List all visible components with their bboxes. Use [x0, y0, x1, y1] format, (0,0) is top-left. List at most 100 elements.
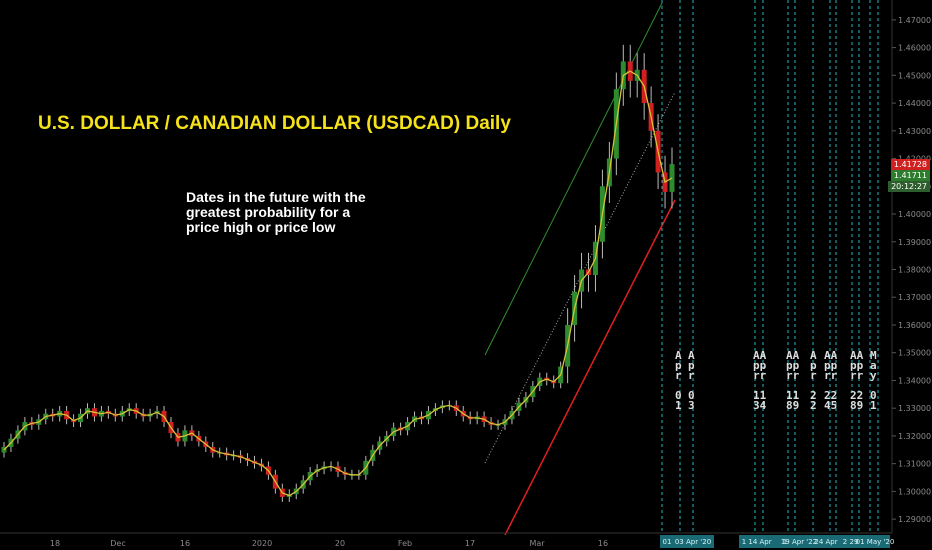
x-tick-label: Mar [529, 539, 545, 548]
y-tick-label: 1.46000 [898, 44, 931, 53]
future-date-glyph: rr [786, 369, 800, 382]
future-date-glyph: 2 [810, 399, 817, 412]
future-axis-band [660, 535, 714, 548]
future-date-glyph: A [675, 349, 682, 362]
future-date-glyph: p [688, 359, 695, 372]
future-date-apr2425: AA pp rr 22 45 [824, 349, 838, 412]
future-date-glyph: 11 [786, 389, 800, 402]
future-date-glyph: AA [824, 349, 838, 362]
channel-lower-line [504, 199, 676, 536]
y-tick-label: 1.37000 [898, 293, 931, 302]
future-date-glyph: A [688, 349, 695, 362]
future-date-glyph: 0 [675, 389, 682, 402]
candle-body [669, 164, 675, 192]
annotation-note: Dates in the future with the greatest pr… [186, 190, 426, 235]
y-tick-label: 1.30000 [898, 487, 931, 496]
future-date-glyph: 89 [786, 399, 800, 412]
future-date-glyph: a [870, 359, 877, 372]
future-date-glyph: AA [850, 349, 864, 362]
future-date-glyph: 34 [753, 399, 767, 412]
future-date-glyph: r [810, 369, 817, 382]
future-axis-band [739, 535, 890, 548]
future-date-glyph: pp [850, 359, 864, 372]
future-date-glyph: p [810, 359, 817, 372]
y-tick-label: 1.32000 [898, 432, 931, 441]
future-date-glyph: pp [824, 359, 838, 372]
future-date-glyph: pp [786, 359, 800, 372]
future-date-glyph: 45 [824, 399, 838, 412]
note-line-2: greatest probability for a [186, 204, 351, 220]
future-date-glyph: AA [786, 349, 800, 362]
future-date-glyph: 0 [688, 389, 695, 402]
x-tick-label: 2020 [252, 539, 272, 548]
future-date-glyph: r [675, 369, 682, 382]
y-tick-label: 1.29000 [898, 515, 931, 524]
x-tick-label: Dec [110, 539, 125, 548]
ma-price-badge: 1.41711 [890, 170, 930, 181]
future-date-apr2829: AA pp rr 22 89 [850, 349, 864, 412]
future-axis-label: 29 [850, 538, 859, 546]
y-tick-label: 1.34000 [898, 376, 931, 385]
future-axis-label: 14 Apr [748, 538, 771, 546]
future-axis-label: 19 Apr '22 [781, 538, 817, 546]
x-tick-label: 16 [598, 539, 608, 548]
x-tick-label: 16 [180, 539, 190, 548]
y-tick-label: 1.33000 [898, 404, 931, 413]
y-tick-label: 1.43000 [898, 127, 931, 136]
note-line-3: price high or price low [186, 219, 336, 235]
future-date-glyph: 89 [850, 399, 864, 412]
future-date-glyph: 22 [824, 389, 838, 402]
future-date-glyph: 11 [753, 389, 767, 402]
future-date-apr1113: AA pp rr 11 34 [753, 349, 767, 412]
future-date-glyph: p [675, 359, 682, 372]
future-date-glyph: 1 [675, 399, 682, 412]
y-tick-label: 1.38000 [898, 266, 931, 275]
future-axis-label: 1 [742, 538, 746, 546]
y-tick-label: 1.39000 [898, 238, 931, 247]
future-date-glyph: 22 [850, 389, 864, 402]
y-tick-label: 1.36000 [898, 321, 931, 330]
future-axis-label: 1 [783, 538, 787, 546]
future-axis-label: 03 Apr '20 [675, 538, 711, 546]
chart-title: U.S. DOLLAR / CANADIAN DOLLAR (USDCAD) D… [38, 113, 511, 134]
countdown-badge: 20:12:27 [888, 181, 930, 192]
future-date-apr1119: AA pp rr 11 89 [786, 349, 800, 412]
y-tick-label: 1.44000 [898, 99, 931, 108]
future-date-glyph: y [870, 369, 877, 382]
y-tick-label: 1.45000 [898, 71, 931, 80]
future-axis-label: 01 [663, 538, 672, 546]
note-line-1: Dates in the future with the [186, 189, 366, 205]
x-tick-label: 18 [50, 539, 60, 548]
future-date-glyph: 2 [810, 389, 817, 402]
price-axis: 1.29000 1.30000 1.31000 1.32000 1.33000 1.340… [891, 0, 931, 533]
future-axis-label: 01 May '20 [856, 538, 895, 546]
last-price-badge: 1.41728 [890, 159, 930, 170]
y-tick-label: 1.31000 [898, 460, 931, 469]
future-axis-label: 24 Apr [814, 538, 837, 546]
y-tick-label: 1.40000 [898, 210, 931, 219]
channel-mid-line [484, 91, 676, 464]
future-date-glyph: rr [753, 369, 767, 382]
moving-average-line [3, 70, 673, 497]
x-tick-label: 20 [335, 539, 345, 548]
future-date-glyph: rr [850, 369, 864, 382]
future-date-glyph: 1 [870, 399, 877, 412]
future-date-glyph: 3 [688, 399, 695, 412]
future-date-glyph: 0 [870, 389, 877, 402]
future-date-glyph: A [810, 349, 817, 362]
future-date-glyph: M [870, 349, 877, 362]
future-axis-label: 2 [843, 538, 847, 546]
future-date-glyph: AA [753, 349, 767, 362]
future-date-glyph: r [688, 369, 695, 382]
x-tick-label: 17 [465, 539, 475, 548]
y-tick-label: 1.35000 [898, 349, 931, 358]
x-tick-label: Feb [398, 539, 412, 548]
time-axis: 18 Dec 16 2020 20 Feb 17 Mar 16 01 03 Apr '20 1 14 A… [0, 532, 895, 548]
y-tick-label: 1.47000 [898, 16, 931, 25]
cycle-date-lines [661, 0, 879, 533]
